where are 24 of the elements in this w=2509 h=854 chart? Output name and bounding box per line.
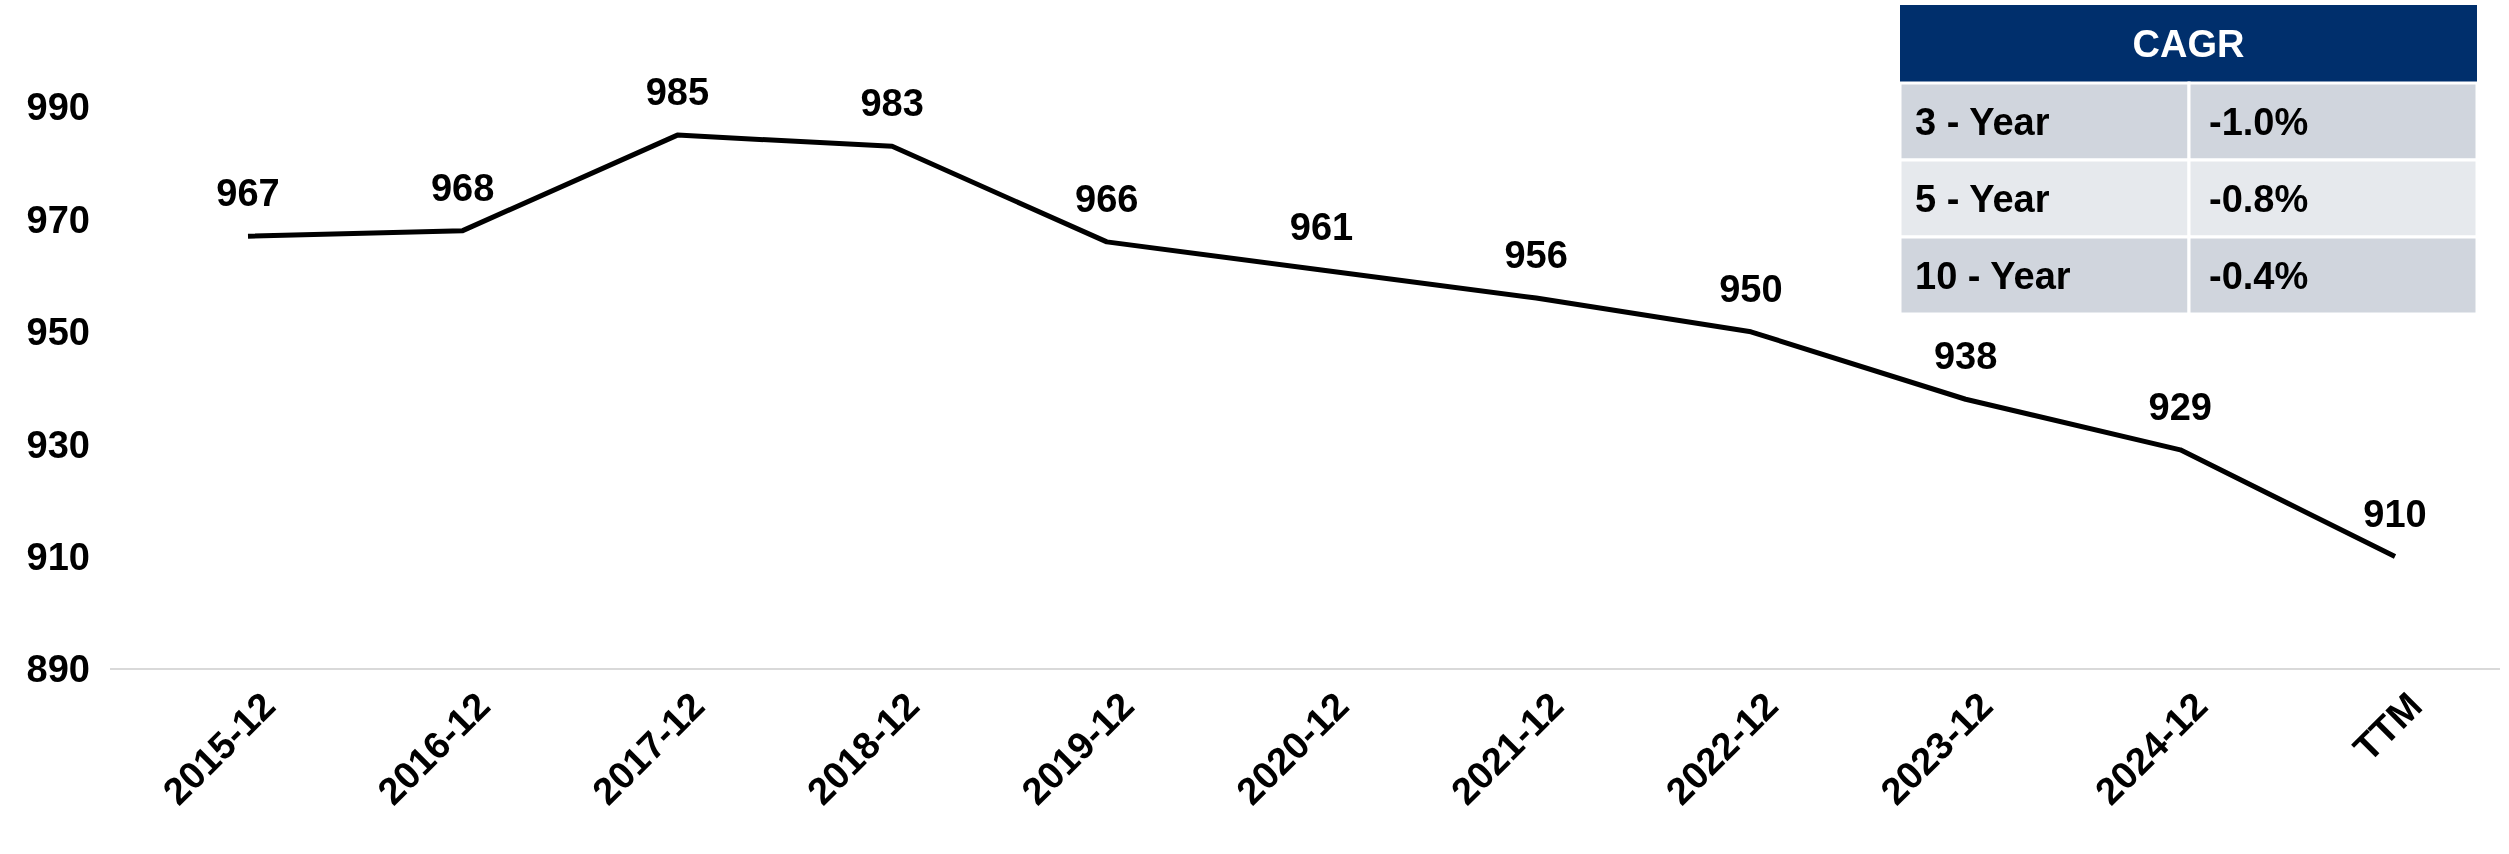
annotation: -0.4% <box>2209 254 2309 297</box>
y-tick-label: 970 <box>26 198 90 241</box>
data-label: 910 <box>2363 492 2427 535</box>
y-tick-label: 930 <box>26 423 90 466</box>
data-label: 961 <box>1289 205 1354 248</box>
annotation: -1.0% <box>2209 100 2309 143</box>
y-tick-label: 890 <box>26 648 90 691</box>
data-label: 929 <box>2148 385 2212 428</box>
annotation: -0.8% <box>2209 177 2309 220</box>
y-tick-label: 950 <box>26 311 90 354</box>
data-label: 967 <box>216 172 280 215</box>
annotation: 5 - Year <box>1915 177 2050 220</box>
y-tick-label: 910 <box>26 535 90 578</box>
data-label: 938 <box>1933 335 1998 378</box>
annotation: 10 - Year <box>1915 254 2071 297</box>
annotation: 3 - Year <box>1915 100 2050 143</box>
data-label: 950 <box>1719 267 1783 310</box>
y-tick-label: 990 <box>26 86 90 129</box>
data-label: 956 <box>1504 234 1568 277</box>
data-label: 966 <box>1075 177 1139 220</box>
data-label: 968 <box>431 166 495 209</box>
data-label: 985 <box>645 71 710 114</box>
data-label: 983 <box>860 82 924 125</box>
text: CAGR <box>2132 23 2245 66</box>
